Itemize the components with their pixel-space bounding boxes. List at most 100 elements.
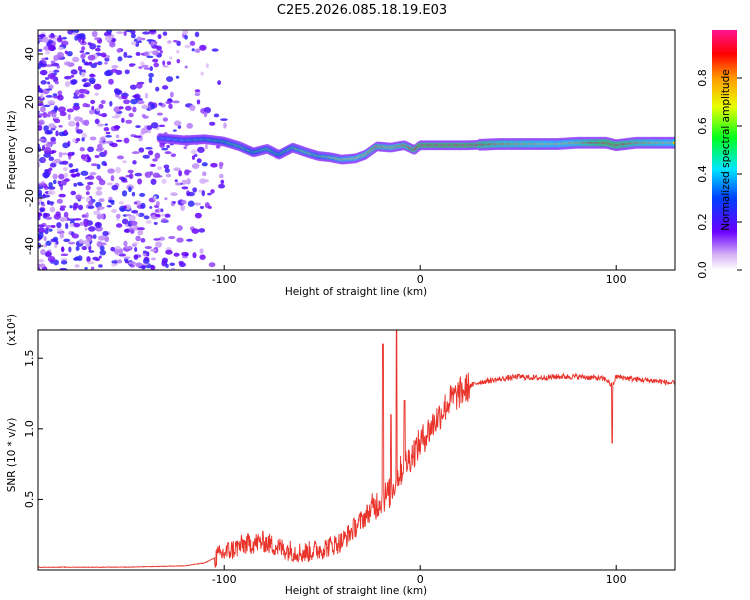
noise-cell — [92, 234, 97, 239]
noise-cell — [115, 139, 123, 143]
noise-cell — [190, 149, 198, 155]
noise-cell — [156, 45, 162, 51]
colorbar-tick-label: 0.0 — [696, 261, 709, 279]
noise-cell — [97, 235, 106, 241]
noise-cell — [121, 117, 125, 123]
noise-cell — [99, 213, 105, 220]
noise-cell — [69, 205, 73, 209]
noise-cell — [43, 104, 51, 108]
y-tick-label: 0 — [23, 147, 36, 154]
noise-cell — [165, 173, 172, 178]
noise-cell — [125, 119, 133, 124]
noise-cell — [121, 95, 128, 100]
noise-cell — [38, 138, 46, 142]
noise-cell — [123, 30, 127, 36]
noise-cell — [63, 172, 69, 178]
noise-cell — [43, 152, 52, 158]
noise-cell — [209, 121, 216, 126]
noise-cell — [105, 131, 111, 135]
noise-cell — [184, 179, 191, 185]
x-tick-label: 0 — [417, 573, 424, 586]
noise-cell — [70, 69, 78, 75]
spectrogram-panel: -100 0 100 -40 -20 0 20 40 Height of straight … — [6, 29, 676, 298]
noise-cell — [68, 163, 74, 168]
noise-cell — [104, 57, 110, 62]
noise-cell — [110, 174, 115, 182]
y-tick-label: 1.5 — [23, 349, 36, 367]
noise-cell — [45, 94, 54, 98]
noise-cell — [99, 245, 105, 251]
noise-cell — [48, 123, 56, 129]
noise-cell — [110, 200, 115, 206]
noise-cell — [131, 151, 140, 155]
snr-x-ticks: -100 0 100 — [212, 565, 627, 586]
noise-cell — [58, 125, 63, 128]
snr-panel: -100 0 100 0.5 1.0 1.5 (x10⁴) Height of stra… — [6, 314, 676, 597]
noise-cell — [123, 99, 131, 105]
spectrogram-y-label: Frequency (Hz) — [6, 110, 18, 189]
colorbar: 0.0 0.2 0.4 0.6 0.8 Normalized spectral ampl… — [696, 30, 742, 279]
noise-cell — [128, 63, 135, 68]
noise-cell — [81, 137, 85, 142]
noise-cell — [87, 42, 92, 46]
noise-cell — [96, 163, 101, 170]
noise-cell — [149, 30, 156, 33]
noise-cell — [58, 173, 65, 180]
noise-cell — [189, 104, 196, 112]
noise-cell — [81, 245, 88, 251]
noise-cell — [56, 36, 63, 43]
noise-cell — [169, 262, 176, 267]
noise-cell — [90, 266, 95, 270]
noise-cell — [38, 224, 45, 228]
noise-cell — [170, 153, 177, 158]
noise-cell — [192, 187, 197, 193]
noise-cell — [174, 182, 182, 186]
noise-cell — [123, 137, 130, 144]
noise-cell — [58, 131, 66, 137]
noise-cell — [64, 50, 68, 55]
noise-cell — [126, 55, 133, 59]
snr-series-line — [38, 330, 675, 569]
noise-cell — [74, 264, 80, 268]
noise-cell — [161, 85, 169, 90]
noise-cell — [184, 65, 188, 69]
noise-cell — [132, 106, 137, 113]
x-tick-label: 0 — [417, 273, 424, 286]
noise-cell — [88, 250, 95, 253]
noise-cell — [165, 249, 173, 255]
noise-cell — [84, 267, 88, 270]
noise-cell — [59, 111, 67, 117]
noise-cell — [220, 179, 225, 185]
noise-cell — [155, 241, 163, 248]
x-tick-label: -100 — [212, 573, 237, 586]
noise-cell — [43, 125, 49, 132]
noise-cell — [38, 263, 41, 269]
noise-cell — [123, 205, 127, 209]
noise-cell — [67, 30, 74, 35]
noise-cell — [66, 108, 74, 113]
noise-cell — [85, 212, 89, 219]
noise-cell — [62, 167, 68, 172]
noise-cell — [105, 135, 112, 138]
noise-cell — [38, 185, 44, 190]
noise-cell — [120, 177, 128, 182]
noise-cell — [210, 189, 215, 194]
noise-cell — [182, 30, 189, 35]
noise-cell — [135, 51, 141, 57]
noise-cell — [71, 151, 75, 156]
noise-cell — [48, 181, 53, 188]
noise-cell — [173, 40, 178, 43]
noise-cell — [96, 107, 101, 112]
noise-cell — [153, 195, 157, 201]
noise-cell — [67, 113, 71, 121]
noise-cell — [161, 178, 167, 184]
noise-cell — [61, 160, 69, 165]
noise-cell — [135, 262, 143, 268]
noise-cell — [146, 125, 153, 130]
noise-cell — [144, 171, 152, 178]
noise-cell — [150, 257, 156, 261]
noise-cell — [184, 169, 190, 176]
noise-cell — [43, 244, 48, 248]
ridge-core — [672, 141, 675, 145]
noise-cell — [75, 246, 80, 251]
